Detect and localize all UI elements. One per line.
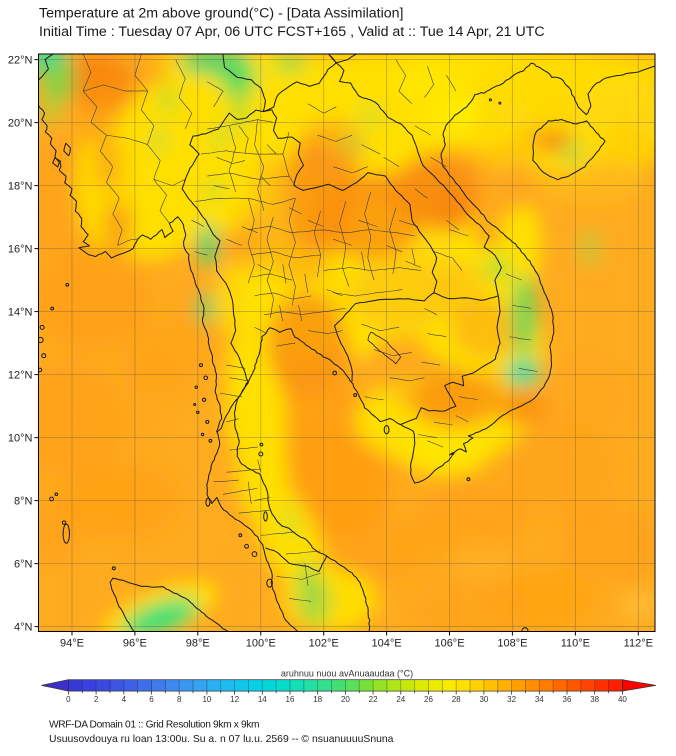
svg-text:96°E: 96°E [123, 638, 147, 650]
svg-text:102°E: 102°E [309, 638, 339, 650]
svg-text:94°E: 94°E [60, 638, 84, 650]
svg-text:8°N: 8°N [14, 496, 33, 508]
svg-text:100°E: 100°E [246, 638, 276, 650]
svg-text:16°N: 16°N [8, 244, 33, 256]
svg-text:0: 0 [66, 695, 71, 704]
svg-text:12: 12 [230, 695, 239, 704]
svg-text:2: 2 [94, 695, 99, 704]
svg-text:20°N: 20°N [8, 118, 33, 130]
svg-text:18: 18 [313, 695, 322, 704]
svg-text:40: 40 [618, 695, 627, 704]
svg-text:112°E: 112°E [624, 638, 653, 650]
svg-text:22: 22 [369, 695, 378, 704]
svg-text:Temperature at 2m above ground: Temperature at 2m above ground(°C) - [Da… [39, 6, 403, 22]
svg-text:104°E: 104°E [372, 638, 402, 650]
svg-text:36: 36 [563, 695, 572, 704]
svg-text:14°N: 14°N [8, 307, 33, 319]
svg-text:98°E: 98°E [186, 638, 210, 650]
svg-text:110°E: 110°E [561, 638, 590, 650]
svg-text:28: 28 [452, 695, 461, 704]
svg-text:WRF-DA Domain 01 :: Grid Resol: WRF-DA Domain 01 :: Grid Resolution 9km … [49, 720, 259, 731]
svg-text:14: 14 [258, 695, 267, 704]
svg-text:108°E: 108°E [497, 638, 527, 650]
svg-text:12°N: 12°N [8, 370, 33, 382]
svg-text:Initial Time : Tuesday 07 Apr,: Initial Time : Tuesday 07 Apr, 06 UTC FC… [39, 24, 545, 40]
svg-text:38: 38 [590, 695, 599, 704]
svg-text:106°E: 106°E [434, 638, 464, 650]
svg-text:4: 4 [122, 695, 127, 704]
svg-text:4°N: 4°N [14, 622, 33, 634]
svg-text:Usuusovdouya ru loan 13:00u. S: Usuusovdouya ru loan 13:00u. Su a. n 07 … [49, 734, 394, 745]
svg-text:22°N: 22°N [8, 55, 33, 67]
svg-text:26: 26 [424, 695, 433, 704]
svg-text:30: 30 [479, 695, 488, 704]
svg-text:18°N: 18°N [8, 181, 33, 193]
svg-text:20: 20 [341, 695, 350, 704]
svg-text:32: 32 [507, 695, 516, 704]
svg-text:6: 6 [149, 695, 154, 704]
svg-text:8: 8 [177, 695, 182, 704]
svg-text:10°N: 10°N [8, 433, 33, 445]
svg-text:16: 16 [286, 695, 295, 704]
svg-text:6°N: 6°N [14, 559, 33, 571]
svg-text:aruhnuu nuou avAnuaaudaa (°C): aruhnuu nuou avAnuaaudaa (°C) [281, 669, 413, 679]
svg-text:10: 10 [202, 695, 211, 704]
svg-text:24: 24 [396, 695, 405, 704]
svg-text:34: 34 [535, 695, 544, 704]
